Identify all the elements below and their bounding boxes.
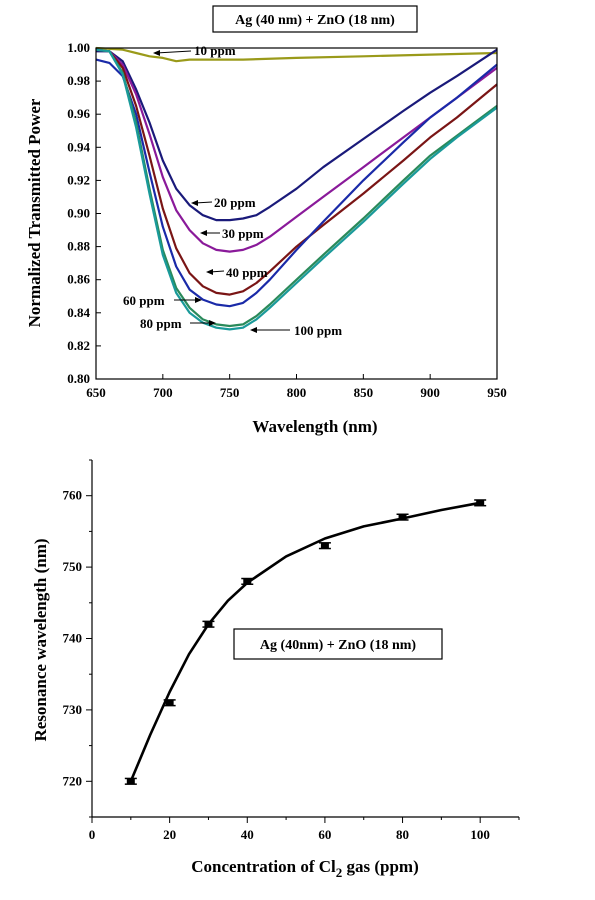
spectrum-y-tick-label: 0.92 <box>67 172 90 187</box>
resonance-point <box>318 542 331 550</box>
resonance-y-tick-label: 750 <box>63 559 83 574</box>
resonance-x-tick-label: 40 <box>241 827 254 842</box>
spectrum-line-40-ppm <box>95 48 498 296</box>
resonance-point <box>163 699 176 707</box>
resonance-x-tick-label: 60 <box>318 827 331 842</box>
resonance-points-group <box>124 499 487 785</box>
annotation-30ppm-label: 30 ppm <box>222 226 264 241</box>
annotation-10ppm-label: 10 ppm <box>194 43 236 58</box>
resonance-y-tick-label: 760 <box>63 488 83 503</box>
annotation-100ppm-label: 100 ppm <box>294 323 342 338</box>
spectrum-line-10-ppm <box>95 46 498 63</box>
resonance-title: Ag (40nm) + ZnO (18 nm) <box>260 638 416 653</box>
annotation-20ppm-label: 20 ppm <box>214 195 256 210</box>
resonance-title-box: Ag (40nm) + ZnO (18 nm) <box>233 628 443 660</box>
spectrum-title: Ag (40 nm) + ZnO (18 nm) <box>235 13 395 28</box>
spectrum-x-tick-label: 800 <box>287 385 307 400</box>
spectrum-line-20-ppm <box>96 48 498 222</box>
resonance-point <box>396 513 409 521</box>
annotation-80ppm-label: 80 ppm <box>140 316 182 331</box>
annotation-60ppm-label: 60 ppm <box>123 293 165 308</box>
spectrum-line-60-ppm <box>95 58 498 308</box>
resonance-x-axis-label-sub: 2 <box>336 865 343 880</box>
spectrum-x-tick-label: 850 <box>354 385 374 400</box>
spectrum-x-tick-label: 650 <box>86 385 106 400</box>
spectrum-x-tick-label: 900 <box>420 385 440 400</box>
resonance-x-axis-label-suffix: gas (ppm) <box>342 857 419 876</box>
resonance-x-tick-label: 0 <box>89 827 96 842</box>
resonance-y-axis-label: Resonance wavelength (nm) <box>31 538 50 741</box>
annotation-40ppm: 40 ppm <box>206 265 268 280</box>
spectrum-line-100-ppm <box>95 48 498 331</box>
annotation-60ppm: 60 ppm <box>123 293 202 308</box>
spectrum-y-tick-label: 0.94 <box>67 139 90 154</box>
resonance-axes: 0 20 40 60 80 100 720 730 740 750 760 <box>63 459 520 842</box>
resonance-point <box>202 620 215 628</box>
spectrum-annotations: 10 ppm 20 ppm 30 ppm 40 ppm 60 ppm <box>123 43 342 338</box>
spectrum-y-tick-label: 0.84 <box>67 305 90 320</box>
spectrum-y-tick-label: 0.90 <box>67 206 90 221</box>
spectrum-axes: 650 700 750 800 850 900 950 0.80 0.82 0.84 0.86 0.8… <box>67 40 507 400</box>
resonance-x-tick-label: 100 <box>470 827 490 842</box>
spectrum-y-tick-label: 0.82 <box>67 338 90 353</box>
spectrum-title-box: Ag (40 nm) + ZnO (18 nm) <box>212 5 418 33</box>
resonance-point <box>474 499 487 507</box>
annotation-100ppm: 100 ppm <box>250 323 342 338</box>
resonance-point <box>241 577 254 585</box>
spectrum-y-tick-label: 1.00 <box>67 40 90 55</box>
annotation-20ppm: 20 ppm <box>191 195 256 210</box>
spectrum-x-tick-label: 700 <box>153 385 173 400</box>
spectrum-line-30-ppm <box>95 48 498 253</box>
annotation-30ppm: 30 ppm <box>200 226 264 241</box>
annotation-40ppm-label: 40 ppm <box>226 265 268 280</box>
spectrum-chart: Ag (40 nm) + ZnO (18 nm) 650 700 750 800 850… <box>25 5 507 436</box>
spectrum-x-tick-label: 750 <box>220 385 240 400</box>
spectrum-x-axis-label: Wavelength (nm) <box>252 417 377 436</box>
resonance-x-axis-label: Concentration of Cl2 gas (ppm) <box>191 857 419 880</box>
resonance-x-tick-label: 80 <box>396 827 409 842</box>
spectrum-series-group <box>95 46 498 331</box>
resonance-y-tick-label: 720 <box>63 773 83 788</box>
resonance-x-axis-label-main: Concentration of Cl <box>191 857 336 876</box>
spectrum-y-tick-label: 0.80 <box>67 371 90 386</box>
spectrum-y-axis-label: Normalized Transmitted Power <box>25 98 44 327</box>
spectrum-y-tick-label: 0.86 <box>67 272 90 287</box>
resonance-x-tick-label: 20 <box>163 827 176 842</box>
spectrum-x-tick-label: 950 <box>487 385 507 400</box>
resonance-point <box>124 777 137 785</box>
spectrum-y-tick-label: 0.88 <box>67 239 90 254</box>
resonance-y-tick-label: 730 <box>63 702 83 717</box>
resonance-y-tick-label: 740 <box>63 631 83 646</box>
spectrum-y-tick-label: 0.96 <box>67 106 90 121</box>
spectrum-y-tick-label: 0.98 <box>67 73 90 88</box>
annotation-80ppm: 80 ppm <box>140 316 216 331</box>
resonance-chart: 0 20 40 60 80 100 720 730 740 750 760 Ag (40nm) + … <box>31 459 520 880</box>
annotation-10ppm: 10 ppm <box>153 43 236 58</box>
